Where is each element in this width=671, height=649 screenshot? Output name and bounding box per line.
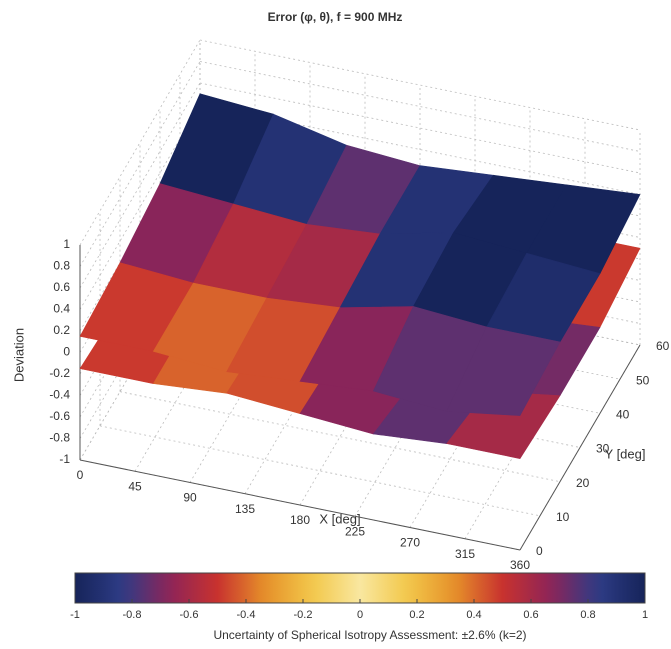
axis-line xyxy=(519,344,641,551)
z-tick-label: 0.8 xyxy=(53,259,70,273)
z-tick-label: -0.6 xyxy=(49,409,70,423)
chart-title: Error (φ, θ), f = 900 MHz xyxy=(268,10,403,24)
colorbar-tick-label: -0.6 xyxy=(180,609,199,621)
colorbar xyxy=(74,572,646,604)
y-tick-label: 20 xyxy=(576,476,590,490)
colorbar-tick-label: 0.6 xyxy=(523,609,538,621)
axis-line xyxy=(79,459,521,551)
colorbar-tick-label: 0.2 xyxy=(409,609,424,621)
z-tick-label: 0.4 xyxy=(53,302,70,316)
x-tick-label: 90 xyxy=(183,491,197,505)
z-tick-label: -1 xyxy=(59,452,70,466)
z-tick-label: -0.8 xyxy=(49,431,70,445)
colorbar-tick-label: -0.2 xyxy=(294,609,313,621)
x-tick-label: 180 xyxy=(290,513,310,527)
z-axis-label: Deviation xyxy=(11,328,26,382)
z-tick-label: -0.2 xyxy=(49,366,70,380)
colorbar-tick-label: -0.4 xyxy=(237,609,256,621)
y-tick-label: 40 xyxy=(616,408,630,422)
colorbar-label: Uncertainty of Spherical Isotropy Assess… xyxy=(213,628,526,642)
y-tick-label: 50 xyxy=(636,373,650,387)
y-tick-label: 30 xyxy=(596,442,610,456)
colorbar-tick-label: 0 xyxy=(357,609,363,621)
x-tick-label: 270 xyxy=(400,536,420,550)
y-axis-label: Y [deg] xyxy=(605,446,646,461)
z-tick-label: 0.2 xyxy=(53,323,70,337)
z-tick-label: 0.6 xyxy=(53,280,70,294)
colorbar-tick-label: 0.8 xyxy=(580,609,595,621)
colorbar-tick-label: -1 xyxy=(70,609,80,621)
y-tick-label: 0 xyxy=(536,544,543,558)
x-tick-label: 45 xyxy=(128,479,142,493)
x-tick-label: 225 xyxy=(345,524,365,538)
z-tick-label: 0 xyxy=(63,345,70,359)
x-tick-label: 360 xyxy=(510,558,530,572)
y-tick-label: 10 xyxy=(556,510,570,524)
surface-patch xyxy=(446,326,561,416)
y-tick-label: 60 xyxy=(656,339,670,353)
colorbar-tick-label: -0.8 xyxy=(123,609,142,621)
colorbar-tick-label: 0.4 xyxy=(466,609,481,621)
z-tick-label: -0.4 xyxy=(49,388,70,402)
x-tick-label: 0 xyxy=(77,468,84,482)
colorbar-tick-label: 1 xyxy=(642,609,648,621)
x-tick-label: 135 xyxy=(235,502,255,516)
z-tick-label: 1 xyxy=(63,237,70,251)
x-tick-label: 315 xyxy=(455,547,475,561)
